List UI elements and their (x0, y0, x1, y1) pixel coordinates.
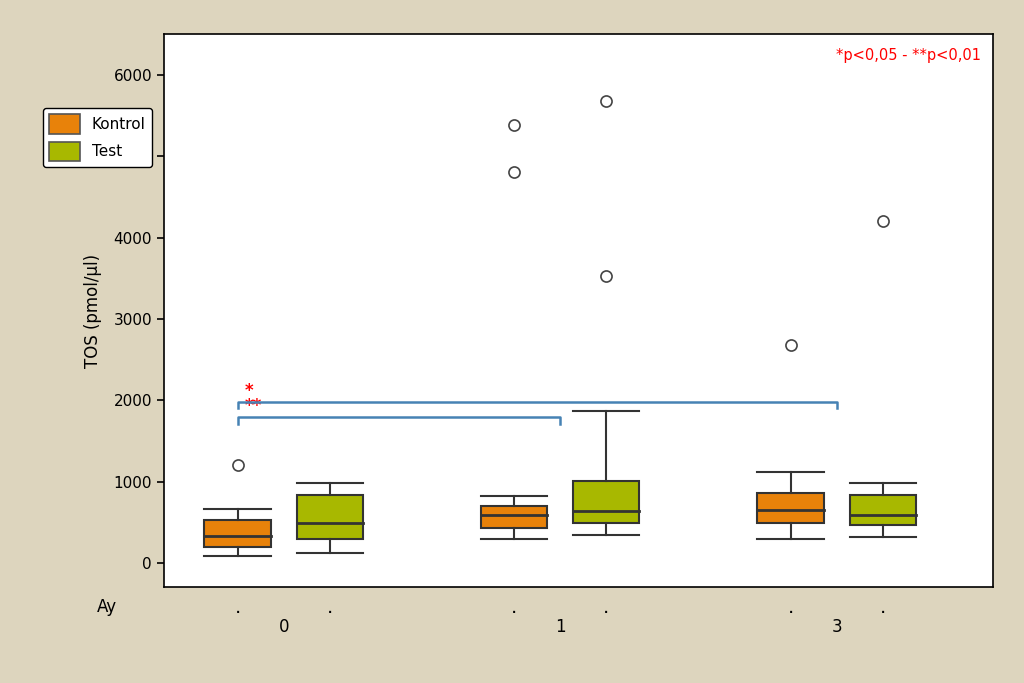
Y-axis label: TOS (pmol/μl): TOS (pmol/μl) (84, 253, 102, 368)
Text: Ay: Ay (97, 598, 118, 617)
Text: .: . (511, 598, 517, 617)
Bar (481, 506, 547, 528)
Text: .: . (880, 598, 886, 617)
Text: *p<0,05 - **p<0,01: *p<0,05 - **p<0,01 (836, 48, 981, 63)
Text: .: . (234, 598, 241, 617)
Bar (758, 493, 823, 523)
Bar (297, 494, 362, 539)
Text: .: . (327, 598, 333, 617)
Text: .: . (603, 598, 609, 617)
Bar (205, 520, 270, 547)
Legend: Kontrol, Test: Kontrol, Test (43, 108, 152, 167)
Text: 0: 0 (279, 618, 289, 636)
Text: 3: 3 (831, 618, 842, 636)
Text: **: ** (245, 398, 262, 415)
Bar (573, 481, 639, 523)
Bar (850, 494, 915, 525)
Text: 1: 1 (555, 618, 565, 636)
Text: *: * (245, 382, 254, 400)
Text: .: . (787, 598, 794, 617)
